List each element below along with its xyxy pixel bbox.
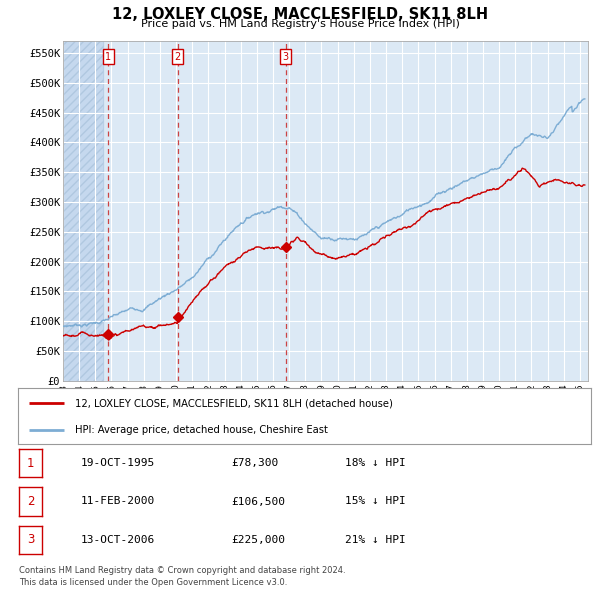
Text: £78,300: £78,300: [231, 458, 278, 468]
Text: 13-OCT-2006: 13-OCT-2006: [81, 535, 155, 545]
Text: £106,500: £106,500: [231, 497, 285, 506]
Text: 12, LOXLEY CLOSE, MACCLESFIELD, SK11 8LH (detached house): 12, LOXLEY CLOSE, MACCLESFIELD, SK11 8LH…: [76, 398, 393, 408]
Text: 2: 2: [175, 51, 181, 61]
Text: 19-OCT-1995: 19-OCT-1995: [81, 458, 155, 468]
Text: Contains HM Land Registry data © Crown copyright and database right 2024.
This d: Contains HM Land Registry data © Crown c…: [19, 566, 346, 587]
Text: 1: 1: [105, 51, 111, 61]
Text: 3: 3: [283, 51, 289, 61]
Text: £225,000: £225,000: [231, 535, 285, 545]
Text: 2: 2: [27, 495, 34, 508]
Text: 3: 3: [27, 533, 34, 546]
Text: 21% ↓ HPI: 21% ↓ HPI: [345, 535, 406, 545]
Text: 11-FEB-2000: 11-FEB-2000: [81, 497, 155, 506]
Text: 15% ↓ HPI: 15% ↓ HPI: [345, 497, 406, 506]
Text: 18% ↓ HPI: 18% ↓ HPI: [345, 458, 406, 468]
Text: 1: 1: [27, 457, 34, 470]
Text: HPI: Average price, detached house, Cheshire East: HPI: Average price, detached house, Ches…: [76, 425, 328, 435]
Text: Price paid vs. HM Land Registry's House Price Index (HPI): Price paid vs. HM Land Registry's House …: [140, 19, 460, 29]
Text: 12, LOXLEY CLOSE, MACCLESFIELD, SK11 8LH: 12, LOXLEY CLOSE, MACCLESFIELD, SK11 8LH: [112, 7, 488, 22]
